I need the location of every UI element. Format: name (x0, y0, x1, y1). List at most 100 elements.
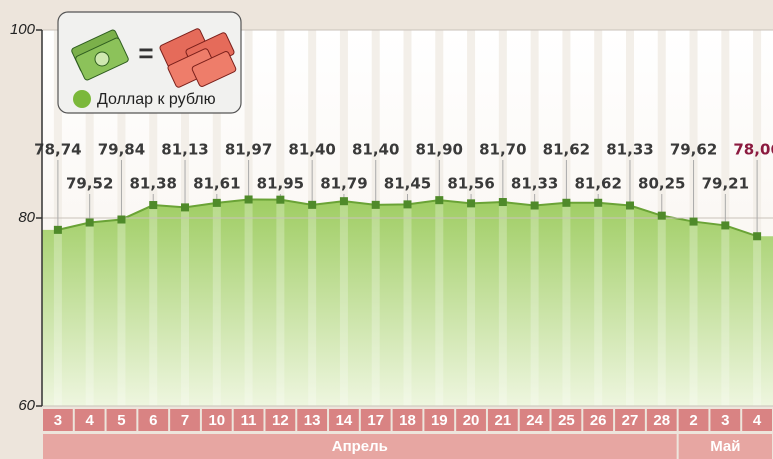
area-stripe (753, 240, 762, 406)
value-label: 81,79 (320, 175, 367, 193)
point (530, 201, 539, 210)
area-stripe (594, 206, 603, 406)
point (276, 195, 285, 204)
dollar-icon (71, 29, 129, 81)
x-tick-label: 28 (653, 412, 670, 429)
month-label: Май (710, 438, 740, 455)
day-cell (583, 409, 614, 431)
legend-marker (73, 90, 91, 108)
point (85, 218, 94, 227)
point (498, 198, 507, 207)
point (53, 225, 62, 234)
x-tick-label: 21 (495, 412, 512, 429)
day-cell (392, 409, 423, 431)
area-stripe (339, 205, 348, 406)
x-tick-label: 3 (54, 412, 62, 429)
value-label: 81,62 (574, 175, 621, 193)
value-label: 81,38 (130, 175, 177, 193)
day-cell (43, 409, 73, 431)
point (753, 232, 762, 241)
area-stripe (244, 203, 253, 406)
value-label: 81,40 (288, 141, 335, 159)
area-stripe (53, 233, 62, 406)
point (339, 197, 348, 206)
x-tick-label: 26 (590, 412, 607, 429)
value-label: 81,70 (479, 141, 526, 159)
day-cell (678, 409, 709, 431)
x-tick-label: 2 (689, 412, 697, 429)
day-cell (329, 409, 359, 431)
value-label: 81,97 (225, 141, 272, 159)
value-label: 81,45 (384, 175, 431, 193)
x-tick-label: 7 (181, 412, 189, 429)
value-label: 81,95 (257, 175, 304, 193)
x-tick-label: 17 (367, 412, 384, 429)
value-label: 79,52 (66, 175, 113, 193)
value-label: 81,33 (511, 175, 558, 193)
point (117, 215, 126, 224)
x-tick-label: 12 (272, 412, 289, 429)
value-label: 81,33 (606, 141, 653, 159)
x-tick-label: 3 (721, 412, 729, 429)
area-stripe (498, 206, 507, 406)
x-tick-label: 25 (558, 412, 575, 429)
day-cell (233, 409, 264, 431)
area-stripe (212, 206, 221, 406)
x-tick-label: 20 (463, 412, 480, 429)
value-label: 79,84 (98, 141, 145, 159)
area-stripe (657, 219, 666, 406)
day-cell (138, 409, 169, 431)
day-cell (106, 409, 137, 431)
day-cell (487, 409, 518, 431)
x-tick-label: 5 (117, 412, 125, 429)
area-stripe (562, 206, 571, 406)
point (562, 198, 571, 207)
area-stripe (181, 211, 190, 406)
ruble-icon (159, 28, 237, 88)
point (308, 200, 317, 209)
point (467, 199, 476, 208)
x-tick-label: 13 (304, 412, 321, 429)
point (625, 201, 634, 210)
value-label: 79,21 (702, 175, 749, 193)
x-tick-label: 6 (149, 412, 157, 429)
point (403, 200, 412, 209)
area (42, 199, 773, 406)
x-tick-label: 4 (86, 412, 95, 429)
point (149, 201, 158, 210)
x-tick-label: 19 (431, 412, 448, 429)
value-label: 78,74 (34, 141, 81, 159)
point (594, 198, 603, 207)
day-cell (74, 409, 105, 431)
x-tick-label: 4 (753, 412, 762, 429)
value-label: 79,62 (670, 141, 717, 159)
point (212, 198, 221, 207)
area-stripe (371, 208, 380, 406)
point (689, 217, 698, 226)
month-cell (678, 434, 772, 459)
area-stripe (117, 223, 126, 406)
point (721, 221, 730, 230)
equals-sign: = (138, 38, 153, 68)
day-cell (551, 409, 582, 431)
point (181, 203, 190, 212)
day-cell (170, 409, 200, 431)
x-tick-label: 11 (241, 412, 257, 429)
x-tick-label: 14 (336, 412, 353, 429)
area-stripe (721, 229, 730, 406)
value-label: 81,62 (543, 141, 590, 159)
y-tick-label: 60 (18, 397, 35, 414)
area-stripe (308, 208, 317, 406)
area-stripe (625, 209, 634, 406)
day-cell (297, 409, 328, 431)
value-label: 81,61 (193, 175, 240, 193)
day-cell (201, 409, 232, 431)
day-cell (456, 409, 486, 431)
value-label: 78,06 (733, 141, 773, 159)
x-tick-label: 27 (622, 412, 639, 429)
x-tick-label: 10 (208, 412, 225, 429)
legend-label: Доллар к рублю (97, 91, 216, 108)
value-label: 81,56 (447, 175, 494, 193)
x-tick-label: 24 (526, 412, 543, 429)
